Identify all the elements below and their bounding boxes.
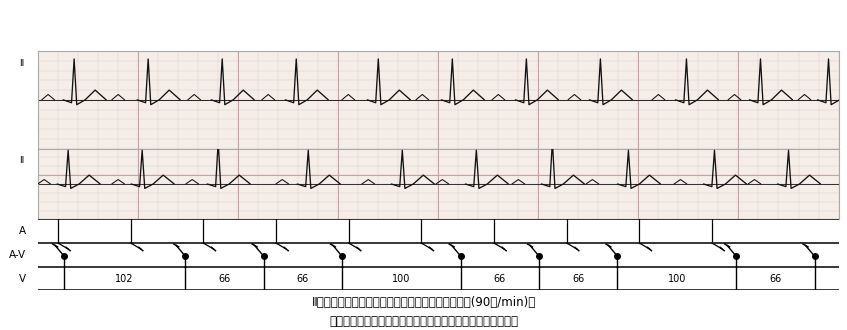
Text: 100: 100 bbox=[667, 274, 686, 283]
Text: 66: 66 bbox=[296, 274, 309, 283]
Text: A-V: A-V bbox=[9, 250, 26, 260]
Text: Ⅱ导联连续记录，显示非阵发性房室交接性心动过速(90次/min)、: Ⅱ导联连续记录，显示非阵发性房室交接性心动过速(90次/min)、 bbox=[312, 296, 535, 309]
Text: 66: 66 bbox=[769, 274, 782, 283]
Text: II: II bbox=[19, 156, 24, 165]
Text: A: A bbox=[19, 226, 26, 236]
Text: 66: 66 bbox=[494, 274, 506, 283]
Text: II: II bbox=[19, 59, 24, 68]
Text: 100: 100 bbox=[392, 274, 411, 283]
Text: V: V bbox=[19, 274, 26, 283]
Text: 102: 102 bbox=[115, 274, 134, 283]
Text: 實性激动隐匿性重整房室交接区节律，完全性干扰性房室分离: 實性激动隐匿性重整房室交接区节律，完全性干扰性房室分离 bbox=[329, 315, 518, 328]
Text: 66: 66 bbox=[572, 274, 584, 283]
Text: 66: 66 bbox=[219, 274, 230, 283]
